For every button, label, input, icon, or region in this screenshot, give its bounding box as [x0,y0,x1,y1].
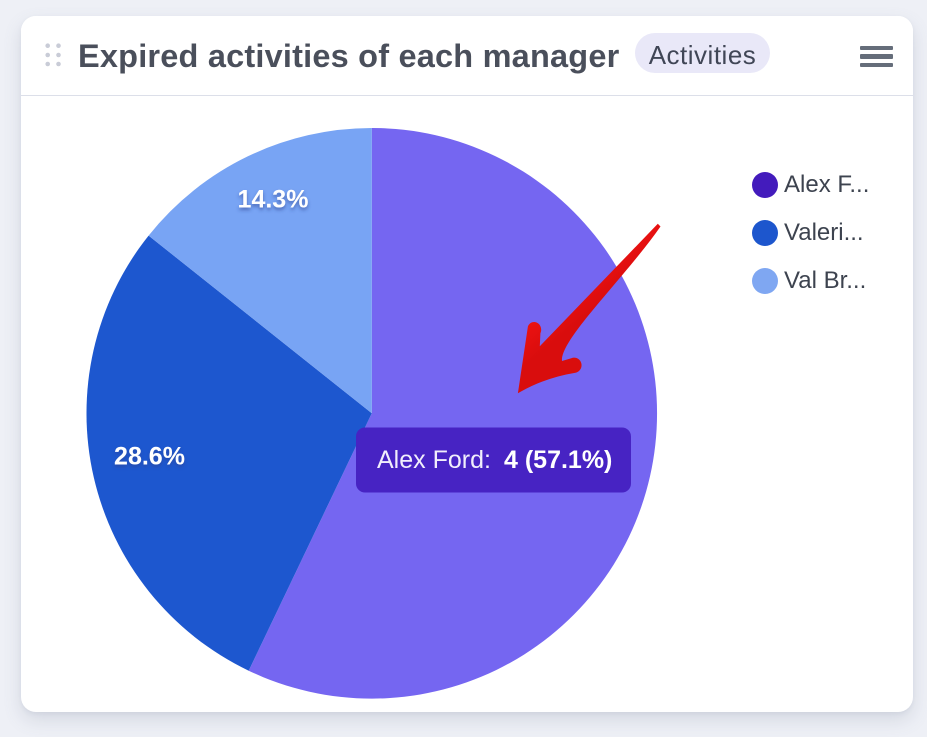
svg-text:28.6%: 28.6% [114,443,185,471]
svg-text:14.3%: 14.3% [238,186,309,214]
svg-text:4 (57.1%): 4 (57.1%) [504,446,612,474]
svg-text:Alex Ford:: Alex Ford: [377,446,491,474]
